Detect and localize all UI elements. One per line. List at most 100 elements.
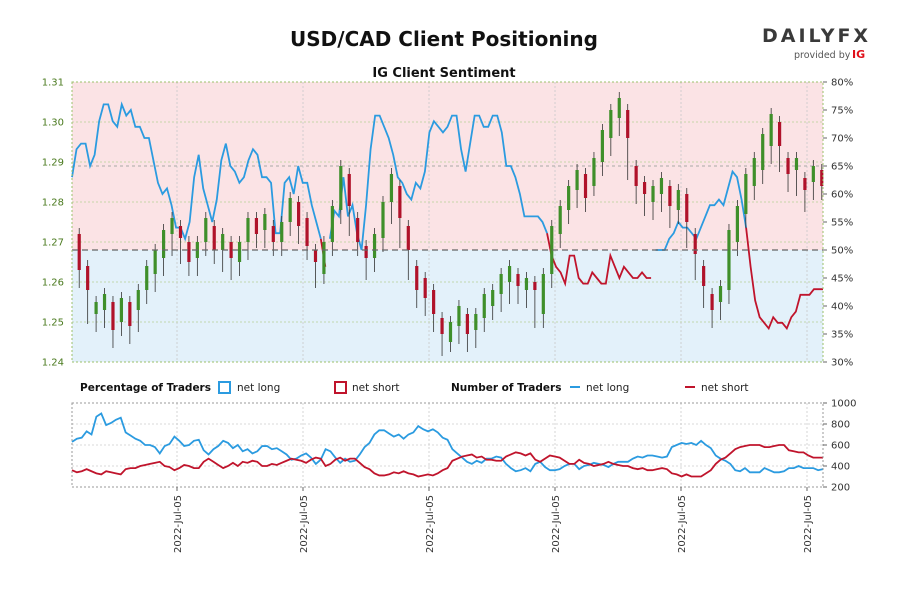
traders-tick-label: 200: [831, 483, 850, 494]
candle-body: [221, 234, 225, 250]
candle-body: [381, 202, 385, 238]
candle-body: [533, 282, 537, 290]
candle-body: [339, 166, 343, 210]
candle-body: [735, 206, 739, 242]
candle-body: [702, 266, 706, 286]
candle-body: [178, 226, 183, 238]
candle-body: [609, 110, 613, 138]
chart-subtitle: IG Client Sentiment: [372, 66, 515, 81]
legend-pct-long: net long: [237, 382, 280, 394]
candle-body: [254, 218, 259, 234]
candle-body: [507, 266, 512, 282]
legend: Percentage of Traders net long net short…: [80, 381, 749, 394]
date-tick-label: 2022-Jul-05: [677, 495, 688, 553]
main-frame: [71, 81, 824, 363]
candle-body: [271, 226, 275, 242]
percent-tick-label: 35%: [831, 330, 853, 341]
candle-body: [237, 242, 242, 262]
candle-body: [372, 234, 377, 258]
candle-body: [491, 290, 495, 306]
date-tick-label: 2022-Jul-05: [173, 495, 184, 553]
candle-body: [432, 290, 436, 314]
candle-body: [693, 234, 697, 254]
candle-body: [111, 302, 115, 330]
traders-tick-label: 800: [831, 420, 850, 431]
candle-body: [448, 322, 453, 342]
percent-tick-label: 65%: [831, 162, 853, 173]
date-tick-label: 2022-Jul-05: [551, 495, 562, 553]
traders-grid: [72, 402, 823, 488]
candle-body: [550, 226, 554, 274]
candle-body: [718, 286, 723, 302]
candle-body: [415, 266, 419, 290]
candle-body: [626, 110, 630, 138]
candle-body: [600, 130, 604, 162]
candle-body: [482, 294, 486, 318]
candle-body: [465, 314, 469, 334]
candle-body: [288, 198, 292, 222]
candle-body: [364, 246, 368, 258]
candle-body: [583, 174, 588, 198]
candle-body: [676, 190, 680, 210]
brand-provided-by: provided by: [794, 50, 851, 61]
candle-body: [727, 230, 731, 290]
price-tick-label: 1.28: [42, 198, 64, 209]
percent-tick-label: 45%: [831, 274, 853, 285]
percent-tick-label: 40%: [831, 302, 853, 313]
legend-number-label: Number of Traders: [451, 382, 561, 394]
candle-body: [187, 242, 191, 262]
candle-body: [685, 194, 689, 222]
candle-body: [162, 230, 166, 258]
price-tick-label: 1.29: [42, 158, 64, 169]
candle-body: [558, 206, 562, 234]
traders-tick-label: 600: [831, 441, 850, 452]
candle-body: [153, 250, 157, 274]
price-tick-label: 1.26: [42, 278, 64, 289]
candle-body: [668, 186, 672, 206]
candle-body: [642, 182, 647, 194]
candle-body: [170, 218, 174, 234]
candle-body: [516, 274, 520, 286]
candle-body: [86, 266, 90, 290]
candle-body: [398, 186, 402, 218]
candle-body: [659, 178, 664, 194]
percent-tick-label: 50%: [831, 246, 853, 257]
candle-body: [263, 214, 267, 230]
price-candles: [77, 92, 824, 356]
price-tick-label: 1.31: [42, 78, 64, 89]
percent-tick-label: 70%: [831, 134, 853, 145]
main-panel: [71, 81, 824, 363]
candle-body: [499, 274, 503, 294]
candle-body: [820, 170, 824, 186]
candle-body: [204, 218, 208, 242]
candle-body: [803, 178, 807, 190]
candle-body: [710, 294, 714, 310]
candle-body: [567, 186, 571, 210]
legend-num-long: net long: [586, 382, 629, 394]
candle-body: [145, 266, 149, 290]
num-net-short-line: [71, 444, 823, 478]
candle-body: [136, 290, 140, 310]
traders-tick-label: 1000: [831, 399, 856, 410]
percent-tick-label: 80%: [831, 78, 853, 89]
candle-body: [440, 318, 444, 334]
candle-body: [769, 114, 773, 146]
ig-logo: IG: [852, 48, 865, 61]
long-zone-fill: [72, 250, 823, 362]
candle-body: [229, 242, 233, 258]
date-tick-label: 2022-Jul-05: [299, 495, 310, 553]
candle-body: [297, 202, 301, 226]
candle-body: [634, 166, 638, 186]
percent-tick-label: 60%: [831, 190, 853, 201]
candle-body: [330, 206, 334, 242]
candle-body: [761, 134, 765, 170]
date-tick-label: 2022-Jul-05: [425, 495, 436, 553]
candle-body: [524, 278, 529, 290]
price-tick-label: 1.24: [42, 358, 64, 369]
candle-body: [102, 294, 107, 310]
candle-body: [575, 170, 579, 190]
price-axis: 1.24 1.25 1.26 1.27 1.28 1.29 1.30 1.31: [42, 78, 64, 369]
candle-body: [617, 98, 621, 118]
candle-body: [77, 234, 81, 270]
candle-body: [356, 218, 360, 242]
